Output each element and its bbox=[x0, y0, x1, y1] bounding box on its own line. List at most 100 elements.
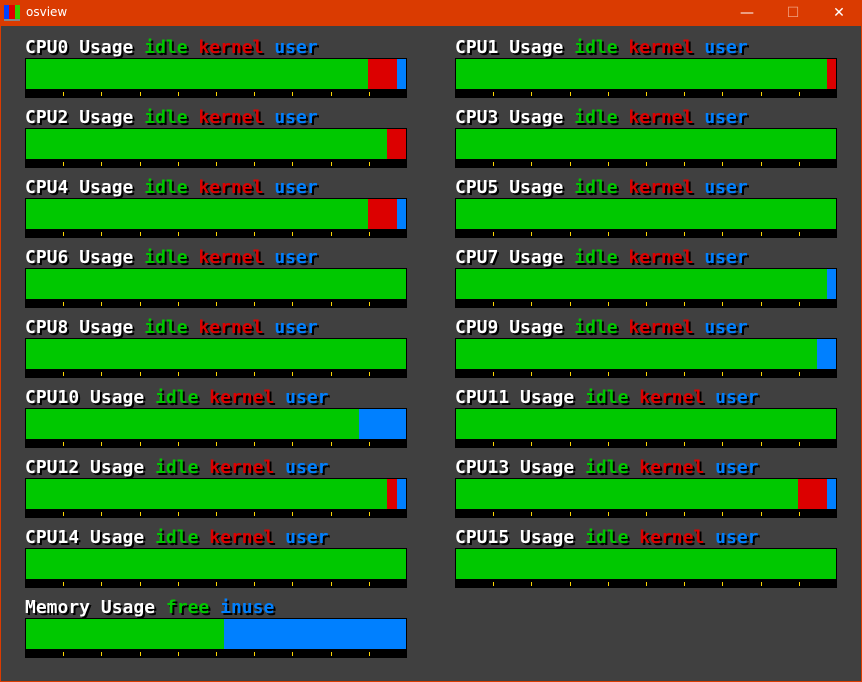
tick-scale bbox=[25, 440, 407, 448]
tick-mark bbox=[493, 92, 495, 96]
meter-title: Usage bbox=[79, 317, 134, 338]
legend-user: user bbox=[715, 387, 759, 408]
bar-segment-idle bbox=[456, 409, 836, 439]
tick-mark bbox=[368, 652, 370, 656]
tick-mark bbox=[684, 232, 686, 236]
bar-segment-kernel bbox=[387, 479, 397, 509]
tick-mark bbox=[531, 92, 533, 96]
legend-inuse: inuse bbox=[220, 597, 275, 618]
meter-title: Usage bbox=[79, 37, 134, 58]
tick-mark bbox=[760, 302, 762, 306]
bar-segment-user bbox=[826, 269, 836, 299]
tick-mark bbox=[330, 372, 332, 376]
meter-name: CPU13 bbox=[455, 457, 510, 478]
tick-mark bbox=[646, 512, 647, 516]
tick-mark bbox=[139, 232, 141, 236]
tick-mark bbox=[760, 442, 762, 446]
meter-title: Usage bbox=[520, 527, 575, 548]
tick-mark bbox=[216, 92, 217, 96]
tick-mark bbox=[684, 92, 686, 96]
tick-mark bbox=[646, 232, 647, 236]
tick-mark bbox=[139, 512, 141, 516]
tick-mark bbox=[330, 232, 332, 236]
tick-mark bbox=[139, 372, 141, 376]
tick-mark bbox=[63, 442, 65, 446]
minimize-button[interactable]: — bbox=[724, 0, 770, 26]
meter-label: Memory Usage free inuse bbox=[25, 597, 407, 619]
tick-mark bbox=[101, 302, 103, 306]
usage-bar bbox=[25, 58, 407, 90]
osview-app-icon bbox=[4, 5, 20, 21]
meter-name: CPU8 bbox=[25, 317, 69, 338]
maximize-button[interactable]: ☐ bbox=[770, 0, 816, 26]
tick-mark bbox=[254, 652, 256, 656]
legend-user: user bbox=[285, 387, 329, 408]
tick-mark bbox=[63, 582, 65, 586]
legend-user: user bbox=[704, 247, 748, 268]
tick-mark bbox=[63, 92, 65, 96]
tick-mark bbox=[139, 92, 141, 96]
tick-mark bbox=[177, 232, 179, 236]
tick-mark bbox=[684, 442, 686, 446]
tick-mark bbox=[531, 512, 533, 516]
meter-name: CPU0 bbox=[25, 37, 69, 58]
tick-mark bbox=[760, 92, 762, 96]
meter-cpu13: CPU13 Usage idle kernel user bbox=[455, 457, 837, 518]
tick-mark bbox=[216, 302, 217, 306]
legend-idle: idle bbox=[155, 457, 199, 478]
tick-mark bbox=[330, 92, 332, 96]
tick-mark bbox=[101, 652, 103, 656]
tick-mark bbox=[63, 302, 65, 306]
meter-cpu11: CPU11 Usage idle kernel user bbox=[455, 387, 837, 448]
legend-idle: idle bbox=[574, 247, 618, 268]
tick-mark bbox=[330, 162, 332, 166]
meter-label: CPU10 Usage idle kernel user bbox=[25, 387, 407, 409]
tick-mark bbox=[493, 512, 495, 516]
usage-bar bbox=[455, 338, 837, 370]
tick-mark bbox=[798, 372, 800, 376]
tick-mark bbox=[646, 372, 647, 376]
meter-name: CPU6 bbox=[25, 247, 69, 268]
meter-cpu9: CPU9 Usage idle kernel user bbox=[455, 317, 837, 378]
meter-name: Memory bbox=[25, 597, 91, 618]
bar-segment-user bbox=[396, 199, 406, 229]
meter-name: CPU7 bbox=[455, 247, 499, 268]
meter-cpu4: CPU4 Usage idle kernel user bbox=[25, 177, 407, 238]
tick-mark bbox=[722, 582, 724, 586]
tick-mark bbox=[330, 582, 332, 586]
tick-mark bbox=[607, 232, 609, 236]
legend-user: user bbox=[704, 37, 748, 58]
tick-mark bbox=[177, 512, 179, 516]
legend-kernel: kernel bbox=[198, 247, 264, 268]
tick-mark bbox=[101, 232, 103, 236]
tick-scale bbox=[455, 160, 837, 168]
tick-mark bbox=[254, 442, 256, 446]
tick-mark bbox=[368, 302, 370, 306]
bar-segment-idle bbox=[26, 59, 368, 89]
legend-idle: idle bbox=[155, 527, 199, 548]
close-button[interactable]: ✕ bbox=[816, 0, 862, 26]
tick-mark bbox=[646, 302, 647, 306]
meter-title: Usage bbox=[509, 37, 564, 58]
meter-label: CPU1 Usage idle kernel user bbox=[455, 37, 837, 59]
tick-mark bbox=[368, 232, 370, 236]
tick-mark bbox=[292, 442, 294, 446]
legend-user: user bbox=[704, 177, 748, 198]
bar-segment-idle bbox=[26, 339, 406, 369]
usage-bar bbox=[455, 408, 837, 440]
tick-scale bbox=[455, 300, 837, 308]
window-title: osview bbox=[26, 5, 68, 19]
meter-cpu3: CPU3 Usage idle kernel user bbox=[455, 107, 837, 168]
tick-mark bbox=[292, 232, 294, 236]
tick-mark bbox=[722, 512, 724, 516]
tick-mark bbox=[177, 582, 179, 586]
tick-mark bbox=[254, 162, 256, 166]
usage-bar bbox=[455, 198, 837, 230]
meter-memory: Memory Usage free inuse bbox=[25, 597, 407, 658]
legend-kernel: kernel bbox=[628, 247, 694, 268]
bar-segment-user bbox=[396, 59, 406, 89]
tick-mark bbox=[684, 582, 686, 586]
usage-bar bbox=[455, 268, 837, 300]
tick-mark bbox=[607, 442, 609, 446]
meter-panel: CPU0 Usage idle kernel user CPU1 Usage id… bbox=[1, 26, 861, 681]
